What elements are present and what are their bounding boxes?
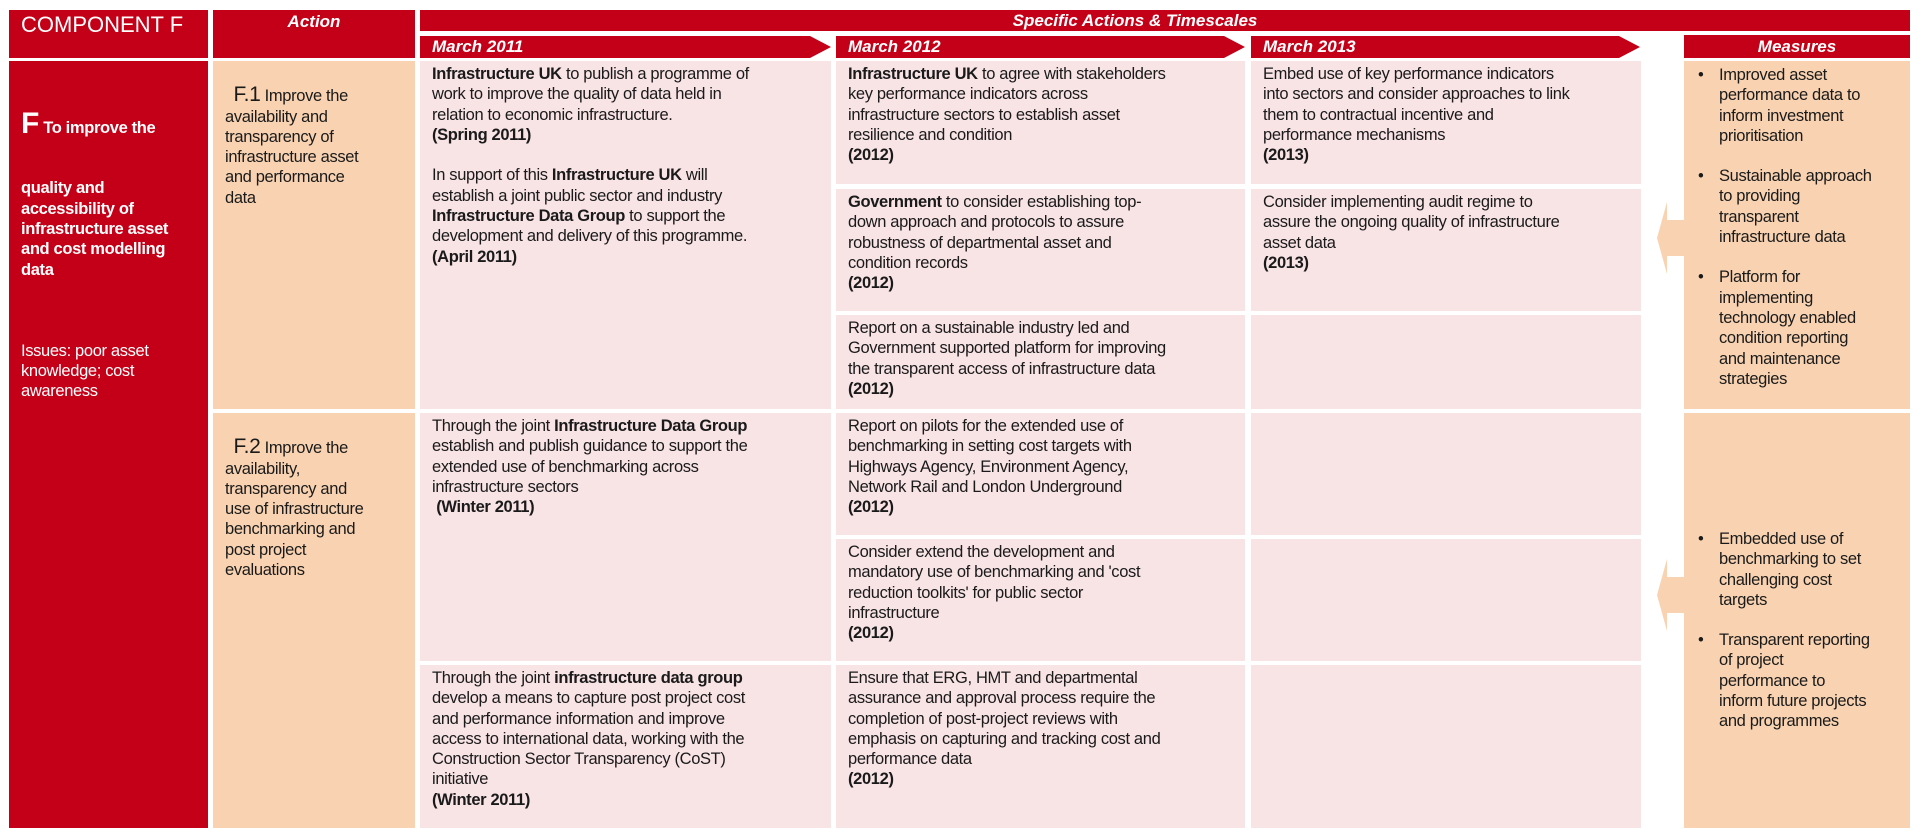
- text: to agree with stakeholders key performan…: [848, 65, 1166, 144]
- bullet-icon: •: [1698, 167, 1704, 186]
- component-title-rest: quality and accessibility of infrastruct…: [21, 179, 169, 279]
- measure-text: Improved asset performance data to infor…: [1719, 66, 1861, 145]
- action-cell-march-2011-f2-b: Through the joint infrastructure data gr…: [420, 665, 831, 828]
- bullet-icon: •: [1698, 631, 1704, 650]
- bold-text: (Winter 2011): [432, 790, 531, 809]
- measures-group-2: • Embedded use of benchmarking to set cha…: [1684, 413, 1910, 828]
- timeline-arrow-march-2012: [836, 36, 1245, 58]
- bold-text: Infrastructure UK: [432, 65, 562, 83]
- text: to publish a programme of work to improv…: [432, 65, 749, 124]
- text: Through the joint: [432, 669, 555, 687]
- bold-text: Infrastructure Data Group: [554, 417, 748, 435]
- column-header-march-2012: March 2012: [848, 37, 941, 56]
- bold-text: (2013): [1263, 146, 1309, 165]
- column-header-march-2013: March 2013: [1263, 37, 1356, 56]
- bullet-icon: •: [1698, 530, 1704, 548]
- arrow-left-icon: [1657, 202, 1684, 274]
- measure-text: Sustainable approach to providing transp…: [1719, 167, 1872, 247]
- bold-text: infrastructure data group: [554, 669, 743, 687]
- action-cell-march-2012-r2: Government to consider establishing top-…: [836, 189, 1245, 311]
- bold-text: (Spring 2011): [432, 125, 532, 144]
- bold-text: Government: [848, 193, 942, 211]
- action-cell-march-2013-r6: [1251, 665, 1641, 828]
- component-header: COMPONENT F: [9, 10, 208, 58]
- text: Through the joint: [432, 417, 555, 435]
- timescales-header: Specific Actions & Timescales: [420, 10, 1910, 31]
- action-text: Improve the availability and transparenc…: [225, 87, 359, 207]
- bold-text: (2012): [848, 770, 894, 789]
- arrow-left-icon: [1657, 559, 1684, 631]
- action-cell-march-2011-f2-a: Through the joint Infrastructure Data Gr…: [420, 413, 831, 661]
- text: to consider establishing top- down appro…: [848, 193, 1142, 272]
- action-cell-march-2013-r5: [1251, 539, 1641, 661]
- action-text: Improve the availability, transparency a…: [225, 439, 364, 580]
- bold-text: (2012): [848, 379, 894, 398]
- measure-item: • Platform for implementing technology en…: [1684, 267, 1910, 389]
- text: to support the development and delivery …: [432, 207, 748, 246]
- bullet-icon: •: [1698, 268, 1704, 287]
- measure-text: Platform for implementing technology ena…: [1719, 268, 1856, 388]
- text: Report on pilots for the extended use of…: [848, 417, 1132, 496]
- action-cell-march-2013-r3: [1251, 315, 1641, 409]
- text: Consider extend the development and mand…: [848, 543, 1141, 622]
- timeline-arrow-march-2013: [1251, 36, 1640, 58]
- measure-item: • Improved asset performance data to info…: [1684, 65, 1910, 146]
- action-cell-march-2012-r6: Ensure that ERG, HMT and departmental as…: [836, 665, 1245, 828]
- bold-text: (2012): [848, 498, 894, 517]
- measure-item: • Embedded use of benchmarking to set cha…: [1684, 529, 1910, 610]
- bold-text: Infrastructure UK: [848, 65, 978, 83]
- measures-group-1: • Improved asset performance data to info…: [1684, 61, 1910, 409]
- measure-item: • Sustainable approach to providing trans…: [1684, 166, 1910, 247]
- action-f1: F.1 Improve the availability and transpa…: [213, 61, 415, 409]
- action-cell-march-2011-f1: Infrastructure UK to publish a programme…: [420, 61, 831, 409]
- action-cell-march-2012-r4: Report on pilots for the extended use of…: [836, 413, 1245, 535]
- action-cell-march-2013-r1: Embed use of key performance indicators …: [1251, 61, 1641, 184]
- action-header: Action: [213, 10, 415, 58]
- text: establish and publish guidance to suppor…: [432, 437, 748, 496]
- text: Embed use of key performance indicators …: [1263, 65, 1570, 144]
- text: In support of this: [432, 166, 548, 185]
- bold-text: (Winter 2011): [436, 498, 535, 517]
- timeline-arrow-march-2011: [420, 36, 831, 58]
- action-code: F.1: [233, 83, 261, 107]
- action-cell-march-2012-r1: Infrastructure UK to agree with stakehol…: [836, 61, 1245, 184]
- measure-item: • Transparent reporting of project perfor…: [1684, 630, 1910, 731]
- text: Report on a sustainable industry led and…: [848, 319, 1166, 378]
- component-description: F To improve the quality and accessibili…: [9, 61, 208, 828]
- component-letter: F: [21, 106, 39, 140]
- component-issues: Issues: poor asset knowledge; cost aware…: [21, 341, 149, 401]
- measure-text: Embedded use of benchmarking to set chal…: [1719, 530, 1861, 609]
- text: Consider implementing audit regime to as…: [1263, 193, 1560, 252]
- text: Ensure that ERG, HMT and departmental as…: [848, 669, 1161, 769]
- bold-text: (2013): [1263, 253, 1309, 272]
- measures-header: Measures: [1684, 35, 1910, 58]
- bold-text: (April 2011): [432, 247, 517, 266]
- bold-text: (2012): [848, 624, 894, 643]
- bullet-icon: •: [1698, 66, 1704, 84]
- bold-text: (2012): [848, 146, 894, 165]
- measure-text: Transparent reporting of project perform…: [1719, 631, 1870, 731]
- component-title: F To improve the: [21, 106, 208, 140]
- bold-text: Infrastructure UK: [551, 166, 682, 185]
- action-cell-march-2013-r4: [1251, 413, 1641, 535]
- text: will establish a joint public sector and…: [432, 166, 723, 205]
- action-cell-march-2012-r3: Report on a sustainable industry led and…: [836, 315, 1245, 409]
- action-cell-march-2013-r2: Consider implementing audit regime to as…: [1251, 189, 1641, 311]
- bold-text: (2012): [848, 274, 894, 293]
- text: develop a means to capture post project …: [432, 689, 745, 789]
- component-title-first-line: To improve the: [43, 118, 156, 137]
- action-code: F.2: [233, 435, 261, 459]
- action-f2: F.2 Improve the availability, transparen…: [213, 413, 415, 828]
- column-header-march-2011: March 2011: [432, 37, 524, 56]
- bold-text: Infrastructure Data Group: [432, 207, 625, 226]
- action-cell-march-2012-r5: Consider extend the development and mand…: [836, 539, 1245, 661]
